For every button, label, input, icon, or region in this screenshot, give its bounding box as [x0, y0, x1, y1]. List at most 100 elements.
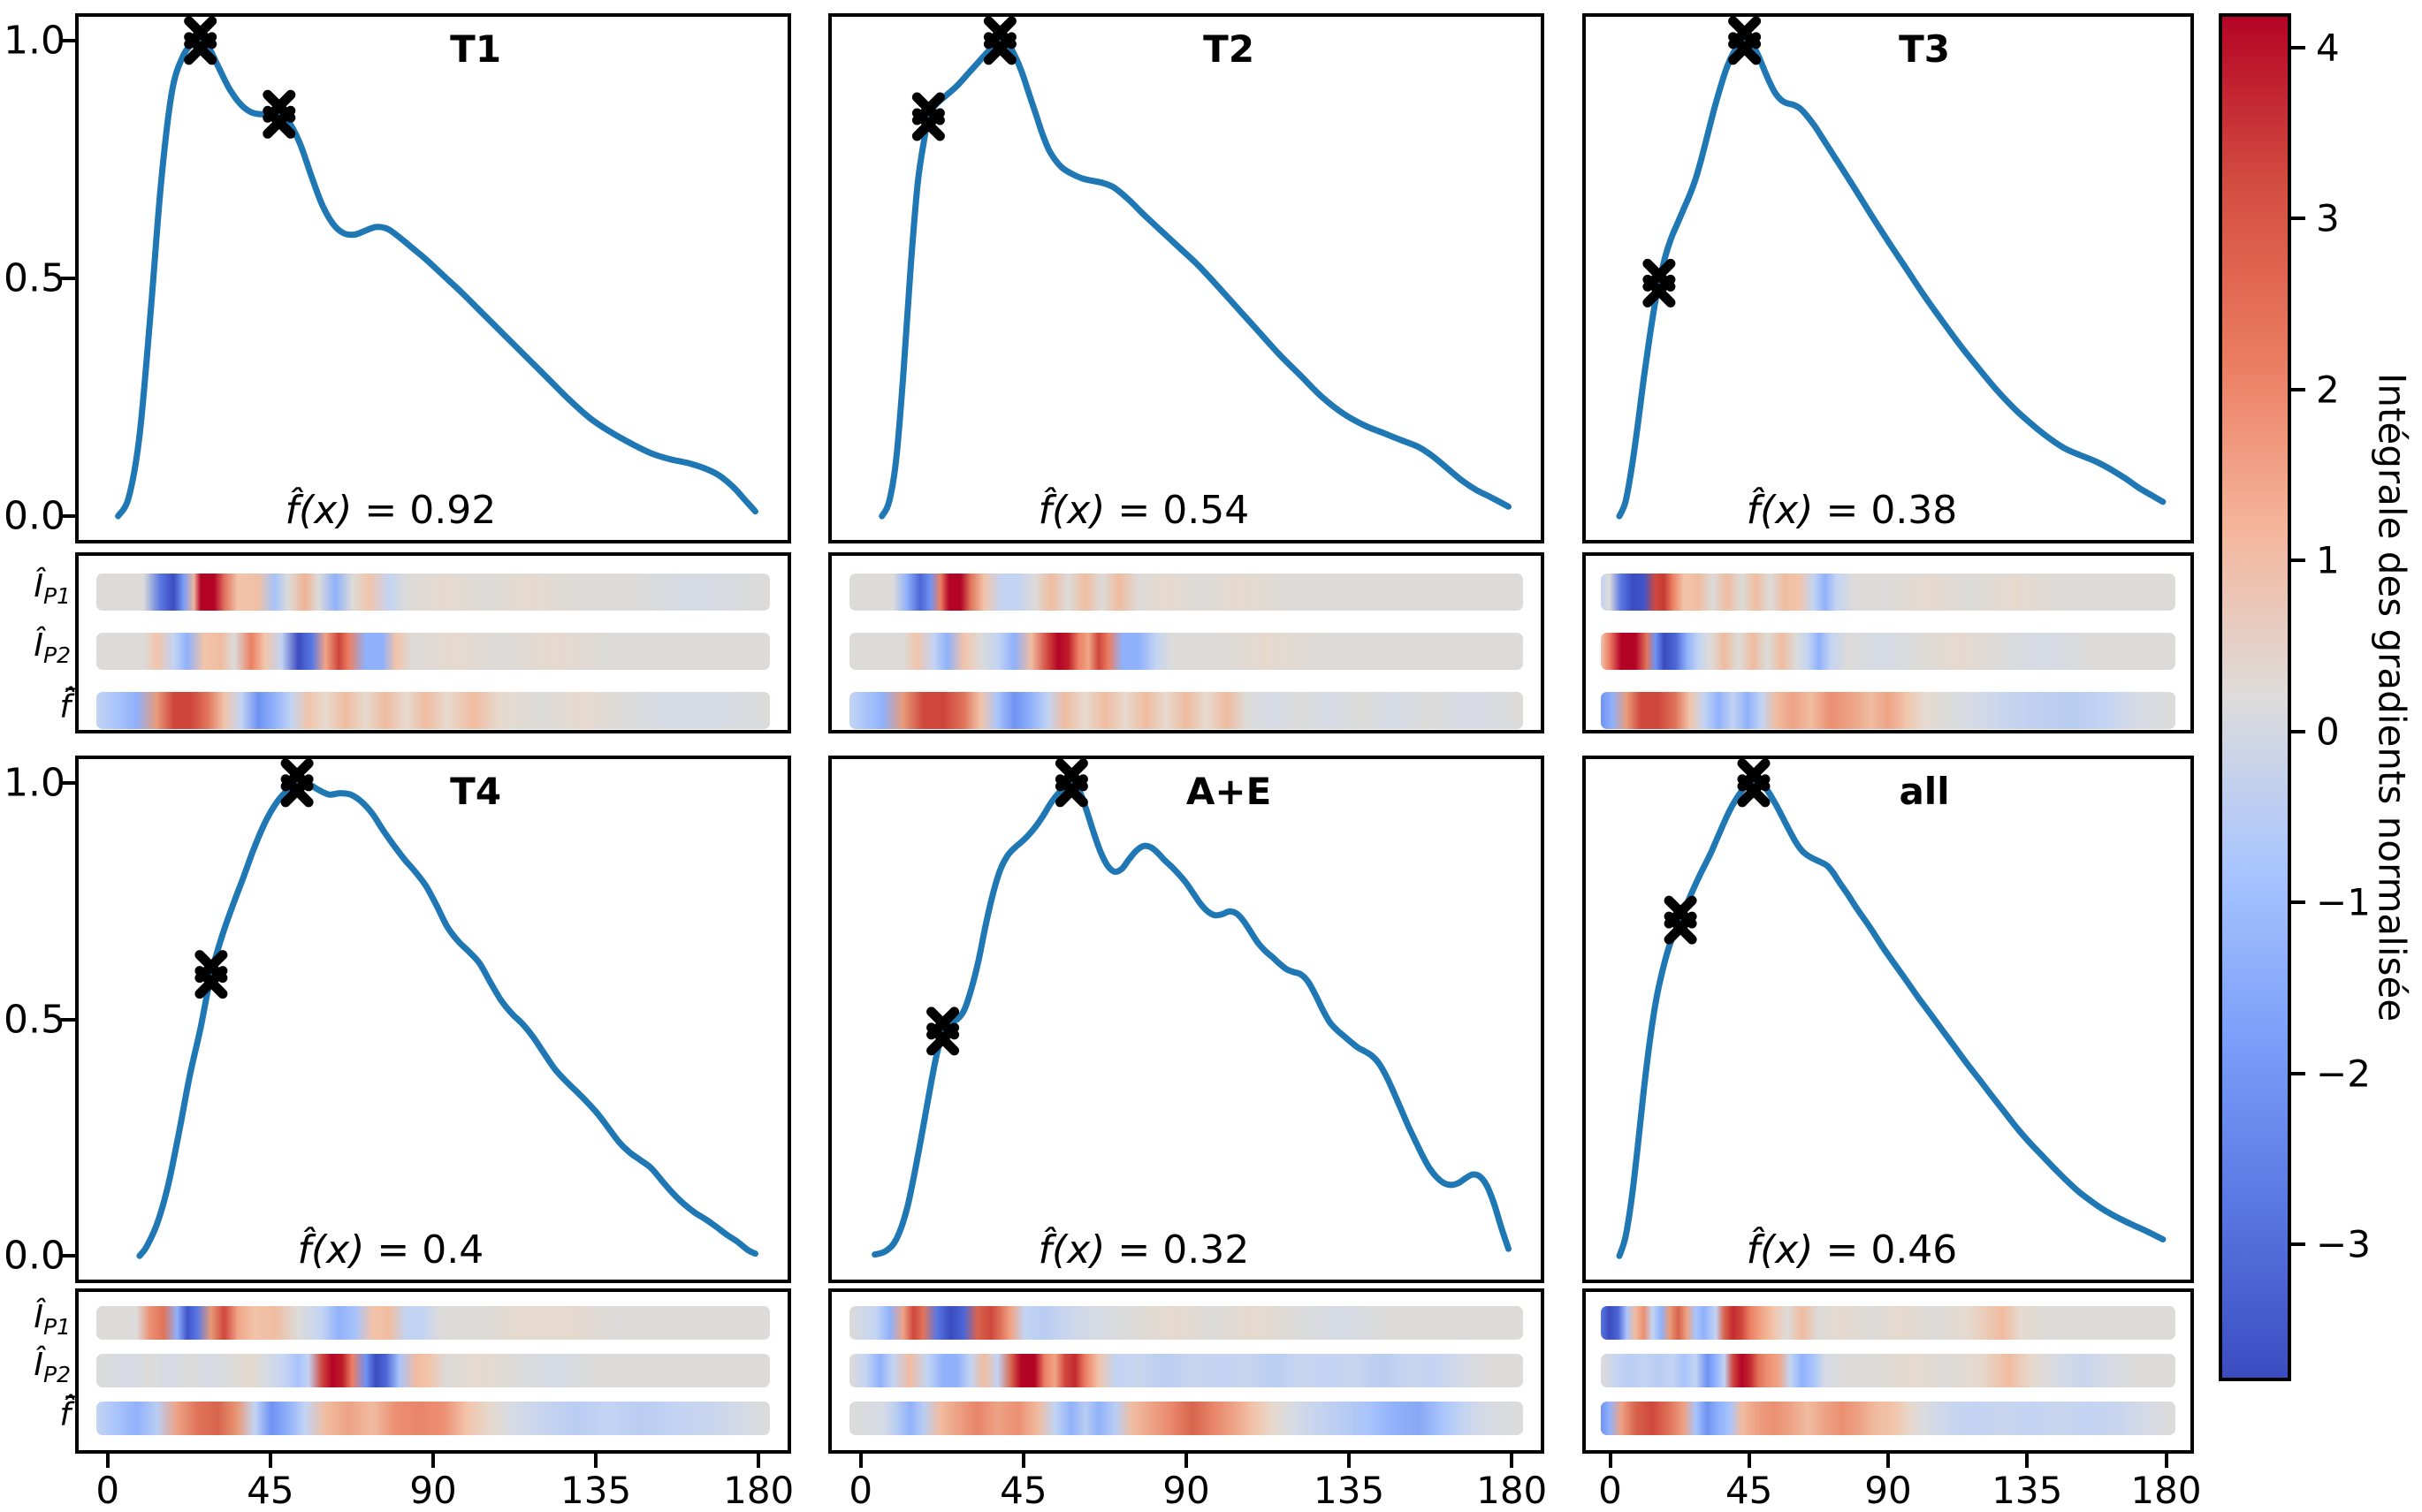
curve-plot-t3 — [1616, 16, 2167, 520]
heatmap-strip-ip1-t3 — [1601, 574, 2175, 611]
x-tick-mark — [2164, 1454, 2168, 1468]
colorbar-gradient — [2222, 17, 2288, 1378]
strip-row-label-base: Î — [34, 1346, 44, 1383]
plot-title-all: all — [1899, 770, 1950, 813]
colorbar-tick-mark — [2291, 558, 2305, 563]
annotation-t3: f̂(x) = 0.38 — [1747, 488, 1958, 533]
y-tick-label: 0.5 — [4, 997, 65, 1042]
heatmap-strip-ip2-t2 — [849, 633, 1523, 670]
colorbar-tick-label: 2 — [2316, 368, 2340, 412]
density-curve — [136, 779, 758, 1259]
annotation-fx-a-e: f̂(x) — [1038, 1227, 1106, 1273]
annotation-value-t3: = 0.38 — [1813, 488, 1958, 533]
colorbar — [2219, 13, 2291, 1381]
x-tick-label: 90 — [1162, 1469, 1210, 1512]
annotation-t2: f̂(x) = 0.54 — [1039, 488, 1250, 533]
peak-marker — [911, 108, 945, 141]
strip-row-label-base: f̄̂ — [59, 1396, 71, 1433]
curve-plot-t2 — [879, 16, 1512, 520]
density-curve — [879, 36, 1512, 520]
peak-marker — [983, 32, 1017, 65]
y-tick-mark — [61, 277, 75, 280]
heatmap-strip-ip2-t3 — [1601, 633, 2175, 670]
x-tick-label: 135 — [1992, 1469, 2063, 1512]
colorbar-tick-label: 3 — [2316, 196, 2340, 240]
colorbar-tick-label: 1 — [2316, 538, 2340, 582]
y-tick-mark — [61, 514, 75, 519]
y-tick-label: 0.0 — [4, 1233, 65, 1279]
x-tick-label: 90 — [409, 1469, 457, 1512]
y-tick-mark — [61, 38, 75, 42]
x-tick-label: 180 — [723, 1469, 795, 1512]
y-tick-label: 1.0 — [4, 760, 65, 806]
density-curve — [1616, 779, 2167, 1259]
heatmap-strip-ip2-t4 — [96, 1354, 770, 1387]
peak-marker — [1055, 774, 1088, 808]
x-tick-label: 45 — [247, 1469, 294, 1512]
strip-row-label-sub: P1 — [43, 1314, 71, 1341]
peak-marker — [1642, 274, 1676, 308]
peak-marker — [1728, 32, 1762, 65]
plot-panel-t2: T2 f̂(x) = 0.54 — [828, 13, 1544, 543]
heatmap-strip-ip2-a-e — [849, 1354, 1523, 1387]
strip-row-label-base: f̄̂ — [59, 688, 71, 726]
colorbar-tick-mark — [2291, 729, 2305, 733]
colorbar-tick-label: 4 — [2316, 26, 2340, 70]
annotation-a-e: f̂(x) = 0.32 — [1039, 1227, 1250, 1273]
heatmap-strip-ip1-a-e — [849, 1306, 1523, 1340]
peak-marker — [1737, 774, 1771, 808]
x-tick-label: 180 — [2130, 1469, 2202, 1512]
strip-row-label-sub: P1 — [43, 583, 71, 610]
heatmap-strip-ip1-all — [1601, 1306, 2175, 1340]
colorbar-tick-mark — [2291, 387, 2305, 391]
x-tick-mark — [1747, 1454, 1751, 1468]
y-tick-mark — [61, 780, 75, 785]
heatmap-strip-ip1-t4 — [96, 1306, 770, 1340]
x-tick-label: 45 — [1725, 1469, 1773, 1512]
annotation-t1: f̂(x) = 0.92 — [286, 488, 497, 533]
plot-panel-all: all f̂(x) = 0.46 — [1582, 756, 2194, 1283]
annotation-fx-t2: f̂(x) — [1038, 488, 1106, 533]
annotation-value-a-e: = 0.32 — [1105, 1227, 1250, 1273]
annotation-value-t4: = 0.4 — [364, 1227, 484, 1273]
strip-row-label-ip1: ÎP1 — [0, 1299, 71, 1340]
strip-row-label-ip2: ÎP2 — [0, 1347, 71, 1387]
annotation-all: f̂(x) = 0.46 — [1747, 1227, 1958, 1273]
plot-title-t2: T2 — [1203, 27, 1255, 71]
curve-plot-all — [1616, 758, 2167, 1259]
annotation-value-all: = 0.46 — [1813, 1227, 1958, 1273]
heatmap-strip-f-all — [1601, 1402, 2175, 1435]
plot-title-t3: T3 — [1899, 27, 1950, 71]
heatmap-strip-ip2-t1 — [96, 633, 770, 670]
x-tick-mark — [268, 1454, 272, 1468]
x-tick-mark — [1184, 1454, 1188, 1468]
x-tick-mark — [1021, 1454, 1025, 1468]
x-tick-label: 180 — [1476, 1469, 1548, 1512]
heatmap-panel-t3 — [1582, 552, 2194, 733]
annotation-fx-t1: f̂(x) — [285, 488, 353, 533]
heatmap-strip-ip2-all — [1601, 1354, 2175, 1387]
annotation-value-t1: = 0.92 — [352, 488, 497, 533]
curve-plot-t4 — [136, 758, 758, 1259]
density-curve — [115, 37, 758, 520]
y-tick-mark — [61, 1017, 75, 1022]
x-tick-mark — [1347, 1454, 1352, 1468]
colorbar-tick-label: −2 — [2316, 1052, 2371, 1096]
x-tick-mark — [594, 1454, 598, 1468]
strip-row-label-base: Î — [34, 567, 44, 604]
y-tick-label: 1.0 — [4, 18, 65, 64]
strip-row-label-base: Î — [34, 627, 44, 664]
colorbar-tick-mark — [2291, 1071, 2305, 1075]
heatmap-panel-t4 — [75, 1288, 791, 1454]
strip-row-label-sub: P2 — [43, 642, 71, 669]
plot-title-a-e: A+E — [1185, 770, 1272, 813]
x-tick-mark — [1608, 1454, 1612, 1468]
heatmap-strip-f-a-e — [849, 1402, 1523, 1435]
annotation-t4: f̂(x) = 0.4 — [298, 1227, 484, 1273]
heatmap-strip-f-t3 — [1601, 692, 2175, 729]
y-tick-label: 0.0 — [4, 493, 65, 539]
annotation-fx-t3: f̂(x) — [1746, 488, 1814, 533]
x-tick-mark — [1886, 1454, 1890, 1468]
plot-title-t1: T1 — [450, 27, 502, 71]
peak-marker — [194, 966, 228, 999]
